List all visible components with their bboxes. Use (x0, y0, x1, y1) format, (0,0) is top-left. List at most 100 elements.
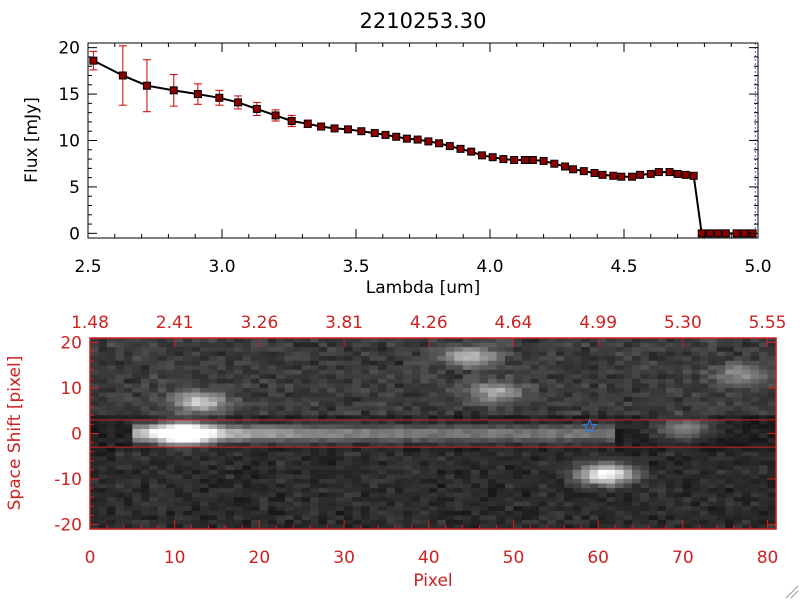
image-pixel (98, 442, 108, 448)
image-pixel (725, 519, 735, 526)
image-pixel (479, 428, 489, 435)
image-pixel (742, 351, 752, 357)
image-pixel (572, 410, 582, 416)
image-pixel (106, 433, 117, 439)
image-pixel (191, 356, 201, 362)
image-pixel (140, 419, 150, 426)
image-pixel (488, 383, 498, 389)
image-pixel (386, 374, 396, 380)
image-pixel (166, 406, 176, 412)
image-pixel (115, 383, 125, 389)
image-pixel (454, 406, 464, 412)
image-pixel (742, 360, 752, 366)
image-pixel (90, 406, 100, 412)
image-pixel (369, 378, 379, 385)
image-pixel (183, 369, 193, 375)
image-pixel (106, 410, 117, 416)
image-pixel (420, 460, 430, 466)
image-pixel (386, 510, 396, 516)
image-pixel (623, 401, 633, 407)
image-pixel (106, 428, 117, 435)
image-pixel (233, 524, 244, 530)
image-pixel (157, 369, 167, 375)
image-pixel (504, 510, 515, 516)
spectrum-point (424, 137, 433, 146)
image-pixel (733, 401, 743, 407)
image-pixel (335, 447, 345, 453)
image-pixel (242, 515, 252, 521)
image-pixel (471, 351, 481, 357)
image-pixel (276, 419, 286, 426)
image-pixel (742, 497, 752, 503)
image-pixel (665, 415, 675, 421)
image-pixel (750, 338, 760, 344)
image-pixel (521, 456, 531, 462)
image-pixel (344, 356, 354, 362)
image-pixel (123, 410, 133, 416)
image-pixel (217, 410, 227, 416)
image-pixel (716, 342, 726, 348)
image-pixel (259, 397, 269, 403)
image-pixel (767, 474, 777, 480)
image-pixel (640, 428, 650, 435)
image-pixel (699, 492, 709, 498)
image-pixel (759, 351, 769, 357)
image-pixel (174, 501, 184, 507)
image-pixel (708, 451, 718, 457)
image-pixel (555, 524, 565, 530)
image-pixel (115, 438, 125, 444)
image-pixel (361, 524, 371, 530)
image-pixel (174, 351, 184, 357)
image-pixel (615, 365, 625, 371)
image-pixel (166, 388, 176, 394)
image-pixel (615, 510, 625, 516)
image-pixel (657, 338, 667, 344)
image-pixel (657, 469, 667, 476)
image-pixel (233, 410, 244, 416)
image-pixel (361, 392, 371, 398)
image-pixel (140, 488, 150, 494)
image-pixel (386, 428, 396, 435)
image-pixel (293, 401, 303, 407)
image-pixel (157, 510, 167, 516)
resize-grip-icon[interactable] (785, 585, 799, 599)
image-pixel (759, 406, 769, 412)
image-pixel (259, 392, 269, 398)
image-pixel (327, 438, 337, 444)
image-pixel (369, 433, 379, 439)
image-pixel (344, 419, 354, 426)
image-pixel (682, 338, 692, 344)
image-pixel (267, 356, 277, 362)
image-pixel (708, 469, 718, 476)
image-pixel (335, 492, 345, 498)
image-pixel (200, 465, 210, 471)
image-pixel (276, 483, 286, 489)
image-pixel (606, 451, 616, 457)
image-pixel (250, 365, 260, 371)
image-pixel (530, 424, 540, 430)
image-pixel (462, 410, 472, 416)
image-pixel (657, 369, 667, 375)
image-pixel (504, 351, 515, 357)
image-pixel (462, 347, 472, 353)
image-pixel (615, 369, 625, 375)
image-pixel (606, 497, 616, 503)
image-pixel (166, 465, 176, 471)
image-pixel (750, 419, 760, 426)
image-pixel (632, 401, 642, 407)
image-pixel (208, 515, 218, 521)
image-pixel (682, 433, 692, 439)
image-pixel (674, 474, 684, 480)
image-pixel (488, 451, 498, 457)
image-pixel (352, 338, 362, 344)
image-pixel (530, 497, 540, 503)
image-pixel (157, 465, 167, 471)
image-pixel (665, 524, 675, 530)
image-pixel (259, 515, 269, 521)
image-pixel (90, 483, 100, 489)
image-pixel (284, 474, 294, 480)
image-pixel (530, 374, 540, 380)
image-pixel (259, 456, 269, 462)
spectrum-point (697, 229, 706, 238)
image-pixel (394, 465, 404, 471)
